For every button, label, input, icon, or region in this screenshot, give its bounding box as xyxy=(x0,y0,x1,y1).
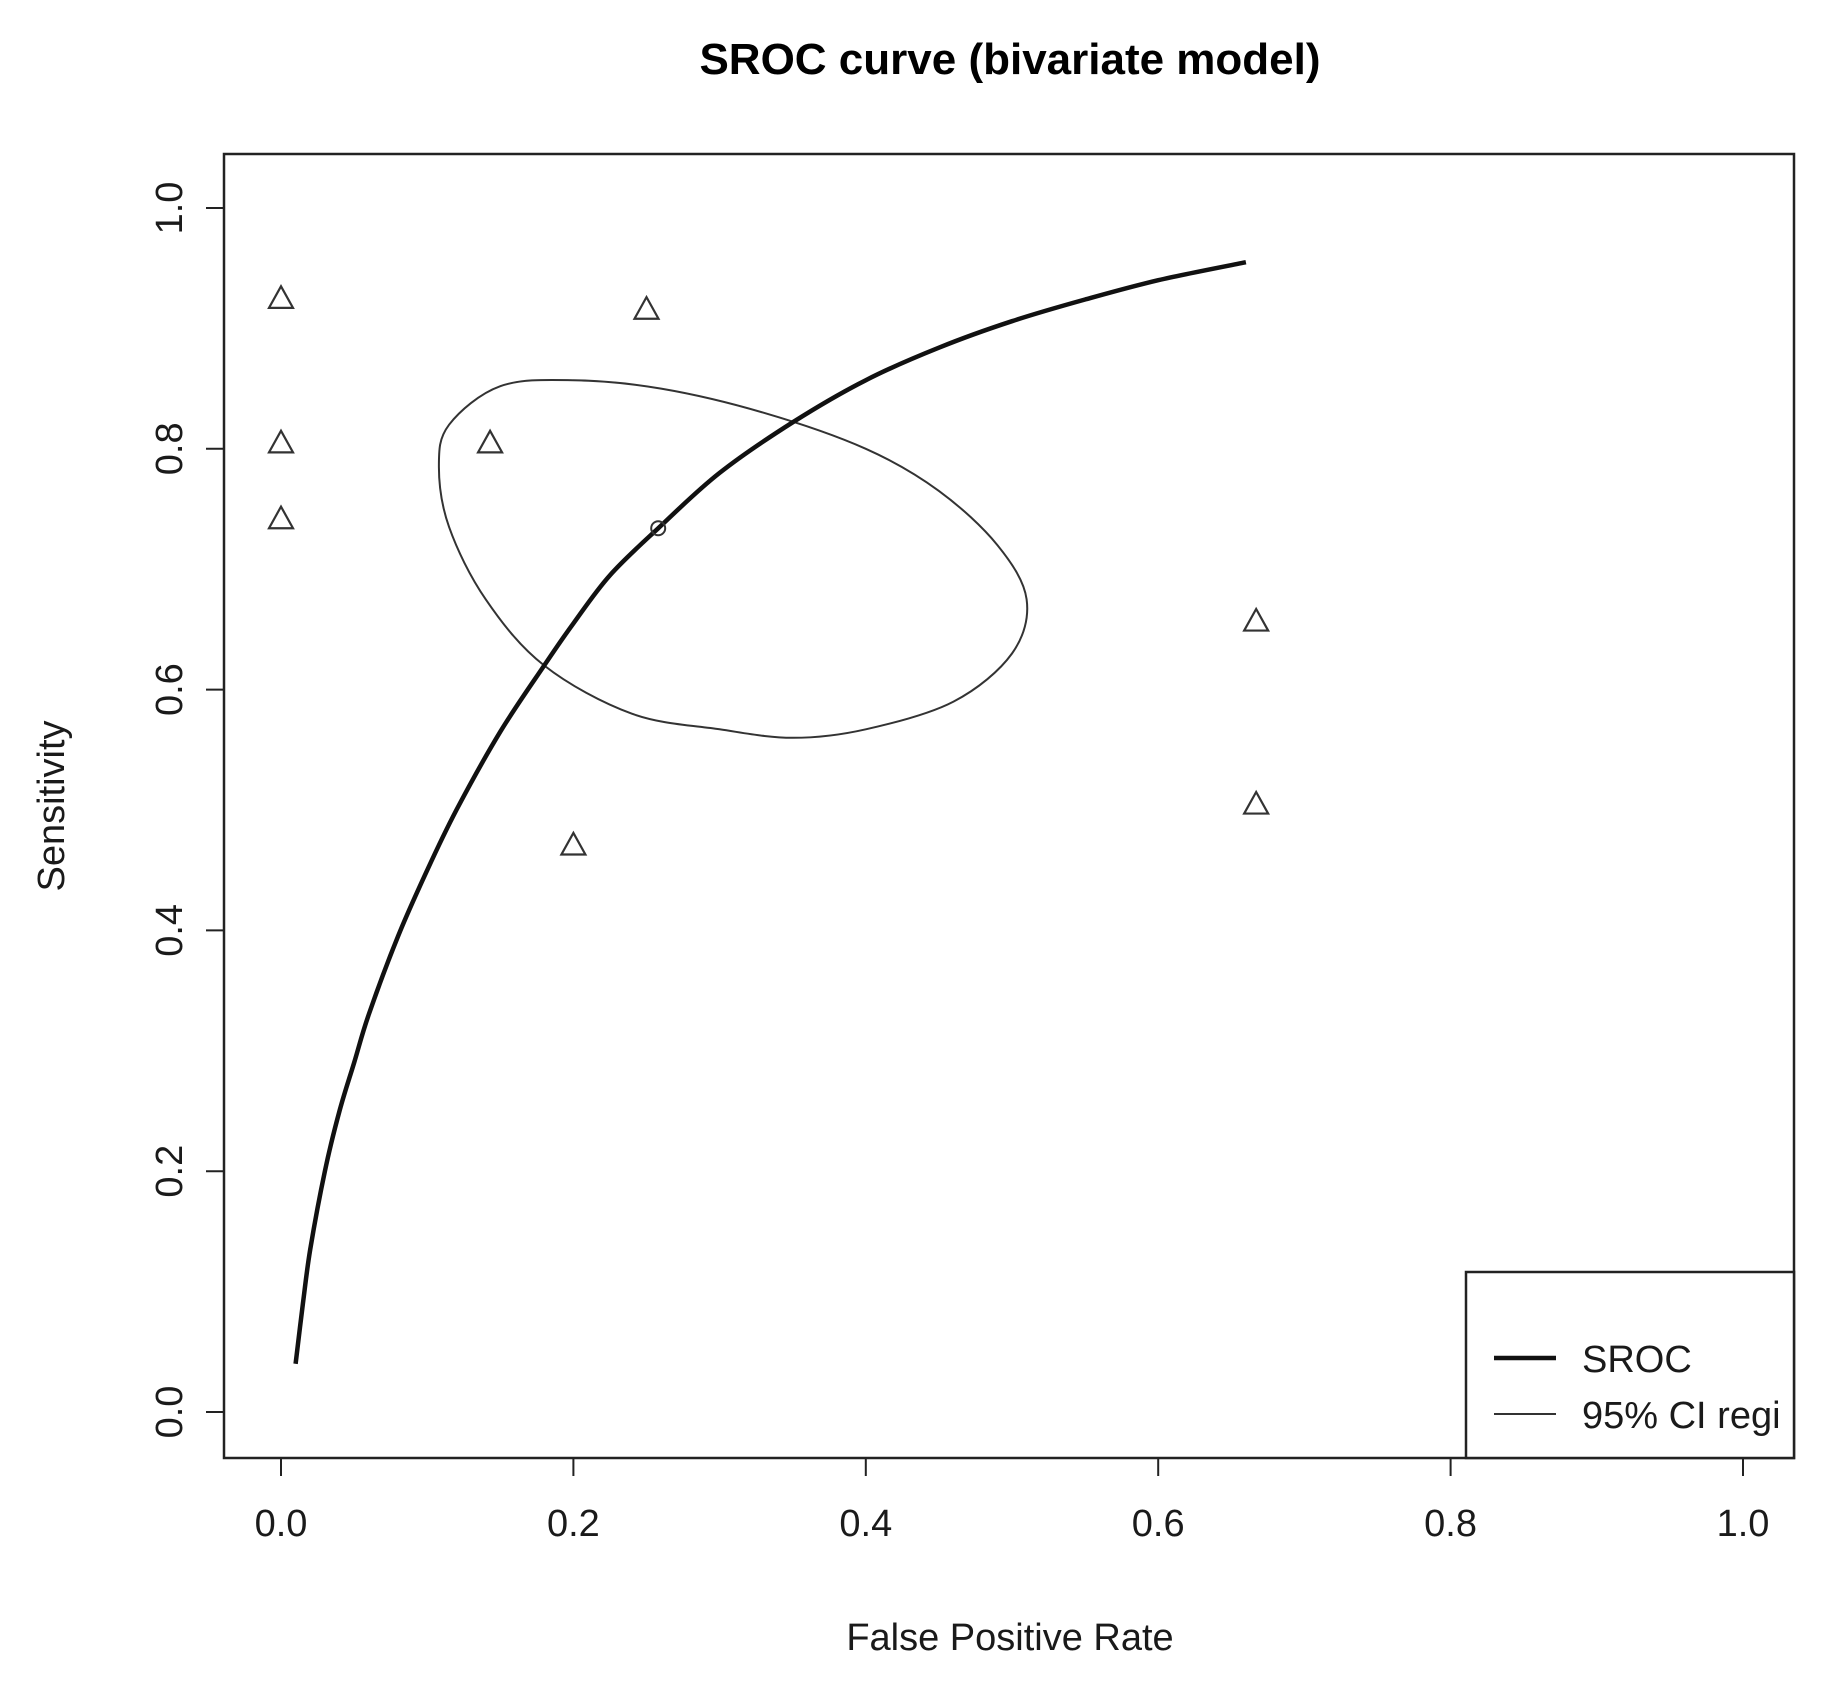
x-tick-label: 1.0 xyxy=(1717,1503,1770,1545)
study-point-marker xyxy=(267,504,295,530)
y-tick-label: 0.2 xyxy=(149,1145,191,1198)
chart-title: SROC curve (bivariate model) xyxy=(699,35,1320,84)
x-tick-label: 0.8 xyxy=(1424,1503,1477,1545)
legend-ci-label: 95% CI regi xyxy=(1582,1395,1781,1437)
study-point-marker xyxy=(267,428,295,454)
study-point-marker xyxy=(1242,606,1271,632)
x-axis: 0.0 0.2 0.4 0.6 0.8 1.0 xyxy=(255,1457,1770,1545)
y-tick-label: 0.0 xyxy=(149,1386,191,1439)
study-point-marker xyxy=(1242,789,1271,815)
y-axis-title: Sensitivity xyxy=(31,720,73,891)
y-axis: 0.0 0.2 0.4 0.6 0.8 1.0 xyxy=(149,182,225,1439)
y-tick-label: 0.8 xyxy=(149,422,191,475)
summary-point xyxy=(650,520,667,537)
study-point-marker xyxy=(632,294,661,320)
plot-area xyxy=(267,259,1271,1365)
legend-sroc-label: SROC xyxy=(1582,1339,1692,1381)
study-point-marker xyxy=(559,830,588,856)
study-point-marker xyxy=(267,284,295,309)
y-tick-label: 0.6 xyxy=(149,663,191,716)
sroc-curve-line xyxy=(293,259,1247,1365)
y-tick-label: 1.0 xyxy=(149,182,191,235)
legend-box xyxy=(1464,1270,1796,1460)
x-tick-label: 0.4 xyxy=(839,1503,892,1545)
ci-region-ellipse xyxy=(437,378,1029,739)
x-tick-label: 0.0 xyxy=(255,1503,308,1545)
legend: SROC 95% CI regi xyxy=(1464,1270,1796,1460)
study-point-marker xyxy=(476,428,504,454)
x-axis-title: False Positive Rate xyxy=(846,1617,1173,1659)
x-tick-label: 0.2 xyxy=(547,1503,600,1545)
x-tick-label: 0.6 xyxy=(1132,1503,1185,1545)
y-tick-label: 0.4 xyxy=(149,904,191,957)
study-points xyxy=(267,284,1271,856)
